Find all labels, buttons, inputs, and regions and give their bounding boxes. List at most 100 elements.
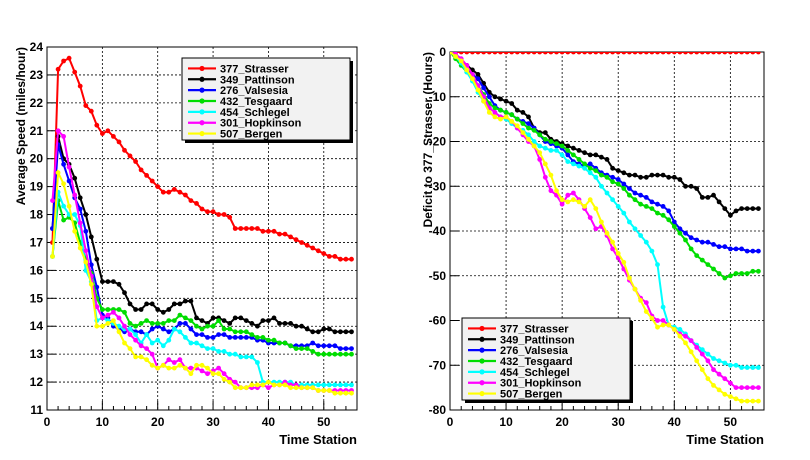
data-point [722, 52, 728, 55]
data-point [282, 382, 288, 388]
deficit-chart: 0 10 20 30 40 50 0 -10 -20 -30 -40 -50 -60 -70 -80 Time… [421, 45, 765, 447]
data-point [571, 190, 576, 196]
data-point [537, 52, 543, 55]
data-point [100, 323, 105, 329]
data-point [238, 335, 244, 340]
data-point [548, 148, 554, 153]
data-point [514, 52, 520, 55]
data-point [728, 212, 733, 218]
data-point [249, 382, 255, 388]
data-point [492, 114, 498, 120]
data-point [77, 245, 83, 251]
data-point [520, 130, 526, 136]
data-point [750, 385, 756, 390]
y-tick-label: -50 [429, 269, 447, 283]
data-point [733, 362, 739, 368]
data-point [199, 368, 205, 374]
data-point [739, 398, 744, 404]
data-point [610, 246, 615, 252]
data-point [315, 248, 321, 254]
series-3 [450, 52, 761, 281]
data-point [576, 52, 582, 55]
legend-marker [199, 130, 205, 137]
data-point [227, 335, 233, 340]
data-point [711, 383, 716, 388]
data-point [699, 257, 705, 263]
data-point [739, 246, 744, 252]
data-point [72, 69, 78, 75]
legend-marker [199, 109, 205, 115]
data-point [587, 152, 593, 158]
legend-entry: 507_Bergen [500, 389, 563, 401]
data-point [694, 358, 700, 364]
series-6 [450, 52, 761, 404]
data-point [338, 329, 343, 335]
data-point [66, 55, 72, 61]
data-point [509, 112, 515, 118]
data-point [756, 248, 761, 254]
data-point [144, 332, 150, 337]
data-point [321, 251, 327, 256]
data-point [122, 340, 127, 346]
data-point [744, 206, 750, 212]
data-point [221, 326, 227, 332]
data-point [199, 318, 205, 323]
data-point [100, 315, 105, 321]
data-point [683, 237, 688, 243]
data-point [643, 204, 649, 209]
data-point [750, 248, 756, 254]
data-point [205, 371, 210, 377]
data-point [315, 388, 321, 393]
data-point [94, 304, 100, 310]
data-point [111, 309, 116, 315]
data-point [111, 279, 116, 284]
data-point [705, 376, 711, 382]
data-point [116, 307, 122, 312]
data-point [649, 52, 655, 55]
data-point [733, 52, 739, 55]
data-point [509, 119, 515, 124]
data-point [321, 351, 327, 357]
data-point [72, 212, 78, 217]
data-point [349, 346, 354, 351]
data-point [149, 178, 155, 184]
data-point [349, 351, 354, 357]
data-point [559, 52, 565, 55]
y-tick-label: 13 [30, 347, 44, 361]
data-point [756, 398, 761, 404]
data-point [486, 94, 492, 100]
data-point [610, 179, 615, 185]
data-point [716, 244, 722, 250]
data-point [733, 385, 739, 390]
y-tick-label: 11 [30, 403, 43, 417]
data-point [739, 52, 744, 55]
data-point [688, 52, 694, 55]
data-point [66, 178, 72, 184]
data-point [188, 340, 194, 346]
data-point [326, 388, 332, 393]
data-point [509, 52, 515, 55]
data-point [116, 281, 122, 287]
data-point [514, 107, 520, 113]
data-point [688, 246, 694, 252]
data-point [260, 382, 266, 388]
data-point [621, 186, 627, 191]
data-point [133, 332, 139, 337]
data-point [470, 52, 475, 55]
data-point [138, 307, 144, 312]
data-point [188, 298, 194, 304]
data-point [88, 108, 94, 114]
data-point [166, 329, 172, 335]
data-point [655, 52, 660, 55]
data-point [593, 174, 599, 180]
data-point [498, 96, 503, 102]
data-point [277, 340, 282, 346]
y-tick-label: 21 [30, 124, 44, 138]
data-point [243, 354, 249, 360]
series-group [50, 55, 354, 396]
data-point [475, 87, 481, 93]
data-point [531, 52, 537, 55]
data-point [194, 340, 199, 346]
y-axis-label: Deficit to 377_Strasser (Hours) [421, 52, 435, 227]
data-point [526, 132, 531, 138]
